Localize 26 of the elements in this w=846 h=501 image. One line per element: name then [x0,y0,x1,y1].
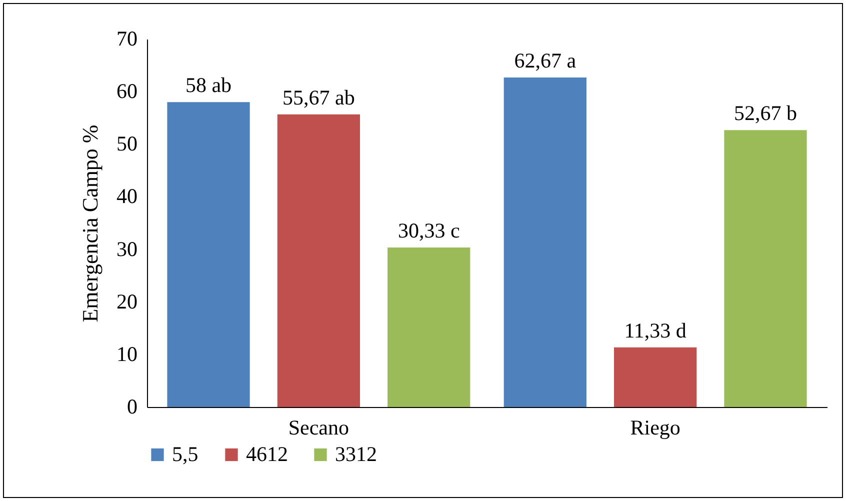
data-label: 30,33 c [398,218,460,243]
data-label: 11,33 d [624,318,687,342]
data-label: 62,67 a [514,48,577,73]
y-tick-label: 40 [116,184,138,208]
bar [388,248,470,407]
x-tick-label: Riego [630,416,680,440]
data-label: 52,67 b [734,101,797,126]
y-tick-label: 70 [116,26,138,50]
data-label: 55,67 ab [282,85,355,110]
bar [167,102,250,407]
legend-label: 4612 [246,442,288,466]
legend-label: 5,5 [172,442,198,466]
bar [614,347,697,407]
x-tick-label: Secano [288,416,350,440]
y-tick-label: 50 [116,132,138,156]
bar [724,130,807,407]
y-tick-label: 20 [116,289,138,314]
bar [277,114,360,407]
y-tick-label: 30 [116,236,138,261]
bar [504,78,586,407]
y-axis-title: Emergencia Campo % [78,124,102,322]
data-label: 58 ab [185,73,232,98]
y-tick-label: 0 [127,394,138,418]
y-tick-label: 10 [116,342,138,366]
y-tick-label: 60 [116,79,138,104]
legend-label: 3312 [335,442,377,466]
